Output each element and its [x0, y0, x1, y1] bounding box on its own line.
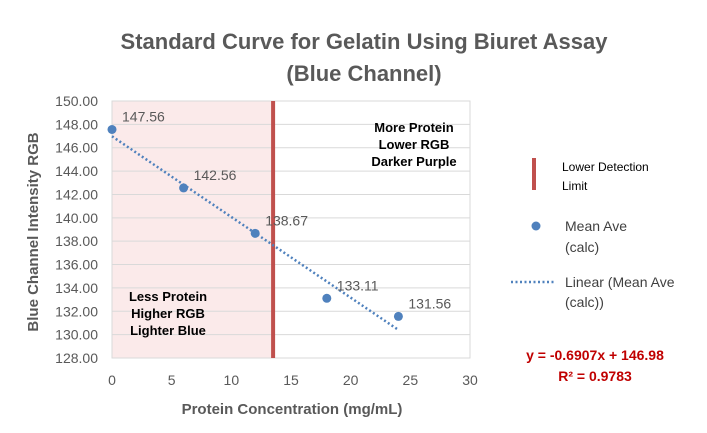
- plot-area-border: [111, 100, 471, 359]
- legend-mean-label-2: (calc): [565, 239, 599, 255]
- y-tick-label: 140.00: [55, 210, 98, 226]
- y-tick-label: 138.00: [55, 233, 98, 249]
- x-tick-label: 30: [462, 372, 478, 388]
- data-label: 133.11: [337, 277, 379, 293]
- annotation-less-protein-3: Lighter Blue: [130, 323, 206, 338]
- chart-title-line2: (Blue Channel): [286, 61, 441, 86]
- legend-linear-label-1: Linear (Mean Ave: [565, 274, 675, 290]
- y-tick-label: 130.00: [55, 327, 98, 343]
- y-tick-label: 134.00: [55, 280, 98, 296]
- x-tick-label: 20: [343, 372, 359, 388]
- x-tick-label: 10: [224, 372, 240, 388]
- y-tick-label: 146.00: [55, 140, 98, 156]
- annotation-more-protein-2: Lower RGB: [379, 137, 450, 152]
- y-tick-label: 128.00: [55, 350, 98, 366]
- data-point: [322, 293, 332, 303]
- x-tick-label: 25: [403, 372, 419, 388]
- annotation-more-protein-3: Darker Purple: [371, 154, 456, 169]
- y-tick-label: 144.00: [55, 163, 98, 179]
- x-axis-label: Protein Concentration (mg/mL): [182, 401, 403, 418]
- legend-mean-marker: [531, 221, 541, 231]
- data-label: 131.56: [408, 295, 451, 311]
- legend: Lower Detection Limit Mean Ave (calc) Li…: [511, 158, 675, 310]
- trendline-r-squared: R² = 0.9783: [558, 368, 632, 384]
- y-tick-label: 136.00: [55, 257, 98, 273]
- data-label: 138.67: [265, 212, 308, 228]
- y-tick-label: 132.00: [55, 303, 98, 319]
- legend-linear-label-2: (calc)): [565, 294, 604, 310]
- gridlines: [112, 100, 470, 359]
- data-point: [179, 183, 189, 193]
- x-axis-ticks: 0 5 10 15 20 25 30: [108, 372, 478, 388]
- y-tick-label: 148.00: [55, 116, 98, 132]
- data-points-layer: [107, 125, 403, 321]
- y-tick-label: 142.00: [55, 186, 98, 202]
- shaded-region: [112, 101, 274, 358]
- annotation-less-protein-2: Higher RGB: [131, 306, 205, 321]
- data-point: [393, 311, 403, 321]
- legend-mean-label-1: Mean Ave: [565, 218, 627, 234]
- y-axis-ticks: 128.00 130.00 132.00 134.00 136.00 138.00 140.…: [55, 93, 98, 366]
- chart-title-line1: Standard Curve for Gelatin Using Biuret …: [121, 29, 609, 54]
- legend-detection-limit-label-2: Limit: [562, 179, 588, 193]
- annotation-more-protein-1: More Protein: [374, 120, 454, 135]
- data-point: [250, 228, 260, 238]
- annotation-less-protein-1: Less Protein: [129, 289, 207, 304]
- legend-detection-limit-swatch: [532, 158, 536, 190]
- shaded-region-layer: [112, 101, 274, 358]
- data-labels-layer: 147.56 142.56 138.67 133.11 131.56: [122, 109, 451, 312]
- legend-detection-limit-label-1: Lower Detection: [562, 160, 649, 174]
- x-tick-label: 0: [108, 372, 116, 388]
- y-tick-label: 150.00: [55, 93, 98, 109]
- y-axis-label: Blue Channel Intensity RGB: [25, 132, 42, 331]
- data-label: 142.56: [194, 167, 237, 183]
- data-label: 147.56: [122, 109, 165, 125]
- x-tick-label: 5: [168, 372, 176, 388]
- x-tick-label: 15: [283, 372, 299, 388]
- data-point: [107, 125, 117, 135]
- trendline-equation: y = -0.6907x + 146.98: [526, 347, 664, 363]
